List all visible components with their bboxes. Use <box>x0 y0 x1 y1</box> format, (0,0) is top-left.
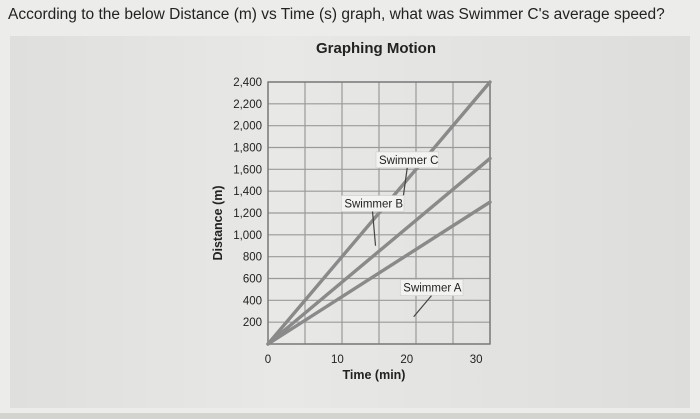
series-line <box>266 156 492 346</box>
y-tick-label: 2,400 <box>233 77 262 89</box>
annotation-arrow <box>371 211 377 246</box>
annotation-arrow <box>413 295 432 318</box>
y-tick-label: 1,200 <box>233 208 262 220</box>
x-tick-label: 30 <box>470 354 483 366</box>
x-tick-label: 0 <box>265 354 271 366</box>
plot-frame <box>267 81 491 345</box>
y-tick-label: 2,000 <box>233 121 262 133</box>
annotation-box <box>375 151 440 169</box>
annotation-label: Swimmer A <box>403 283 461 295</box>
chart-title: Graphing Motion <box>316 40 436 57</box>
annotation-label: Swimmer C <box>379 155 438 167</box>
y-tick-label: 1,600 <box>233 164 262 176</box>
y-tick-label: 1,400 <box>233 186 262 198</box>
chart-photo <box>10 36 690 408</box>
question-text: According to the below Distance (m) vs T… <box>8 6 665 23</box>
y-tick-label: 200 <box>243 317 262 329</box>
x-axis-label: Time (min) <box>343 368 406 382</box>
y-tick-label: 1,800 <box>233 143 262 155</box>
annotation-box <box>399 279 464 296</box>
y-tick-label: 2,200 <box>233 99 262 111</box>
y-tick-label: 800 <box>243 252 262 264</box>
x-tick-label: 20 <box>400 354 413 366</box>
series-line <box>266 80 492 346</box>
series-line <box>266 200 492 346</box>
annotation-label: Swimmer B <box>344 199 403 211</box>
photo-shading <box>10 36 690 408</box>
x-tick-label: 10 <box>331 354 344 366</box>
y-tick-label: 1,000 <box>233 230 262 242</box>
y-tick-label: 400 <box>243 295 262 307</box>
y-axis-label: Distance (m) <box>211 185 225 260</box>
annotation-arrow <box>402 167 408 197</box>
y-tick-label: 600 <box>243 274 262 286</box>
plot-area: 2004006008001,0001,2001,4001,6001,8002,0… <box>233 77 492 366</box>
bottom-strip <box>0 413 700 419</box>
